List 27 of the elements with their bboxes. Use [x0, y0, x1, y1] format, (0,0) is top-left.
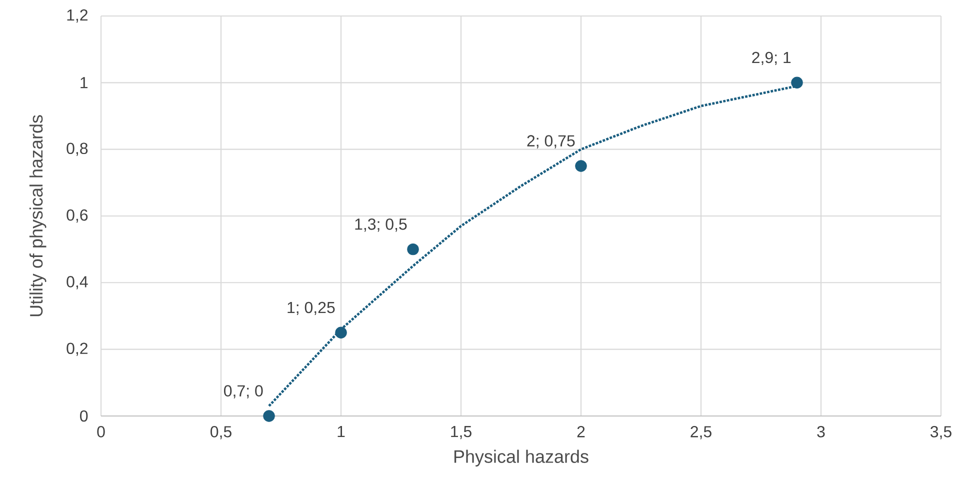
point [263, 410, 275, 422]
y-tick-label: 0 [80, 410, 88, 422]
y-tick-label: 1,2 [67, 9, 88, 23]
x-axis-title: Physical hazards [454, 450, 588, 467]
y-axis-title: Utility of physical hazards [29, 115, 46, 316]
x-tick-label: 1,5 [451, 426, 472, 440]
x-tick-label: 3,5 [930, 426, 952, 440]
x-tick-label: 2 [577, 426, 585, 438]
x-tick-label: 2,5 [690, 426, 712, 440]
x-tick-label: 0 [97, 426, 105, 438]
x-tick-label: 1 [338, 426, 345, 438]
x-tick-label: 0,5 [210, 426, 232, 440]
y-tick-label: 0,6 [66, 209, 88, 223]
y-tick-label: 1 [80, 77, 88, 88]
data-label: 1; 0,25 [288, 302, 335, 316]
data-label: 0,7; 0 [224, 385, 263, 398]
y-tick-label: 0,8 [66, 142, 88, 156]
data-label: 2; 0,75 [527, 135, 575, 148]
x-tick-label: 3 [817, 426, 825, 438]
point [335, 326, 347, 339]
data-label: 2,9; 1 [752, 52, 791, 66]
y-tick-label: 0,2 [66, 342, 88, 356]
point [407, 243, 419, 256]
point [575, 160, 587, 172]
data-label: 1,3; 0,5 [355, 218, 407, 232]
y-tick-label: 0,4 [66, 276, 88, 290]
point [791, 76, 803, 89]
